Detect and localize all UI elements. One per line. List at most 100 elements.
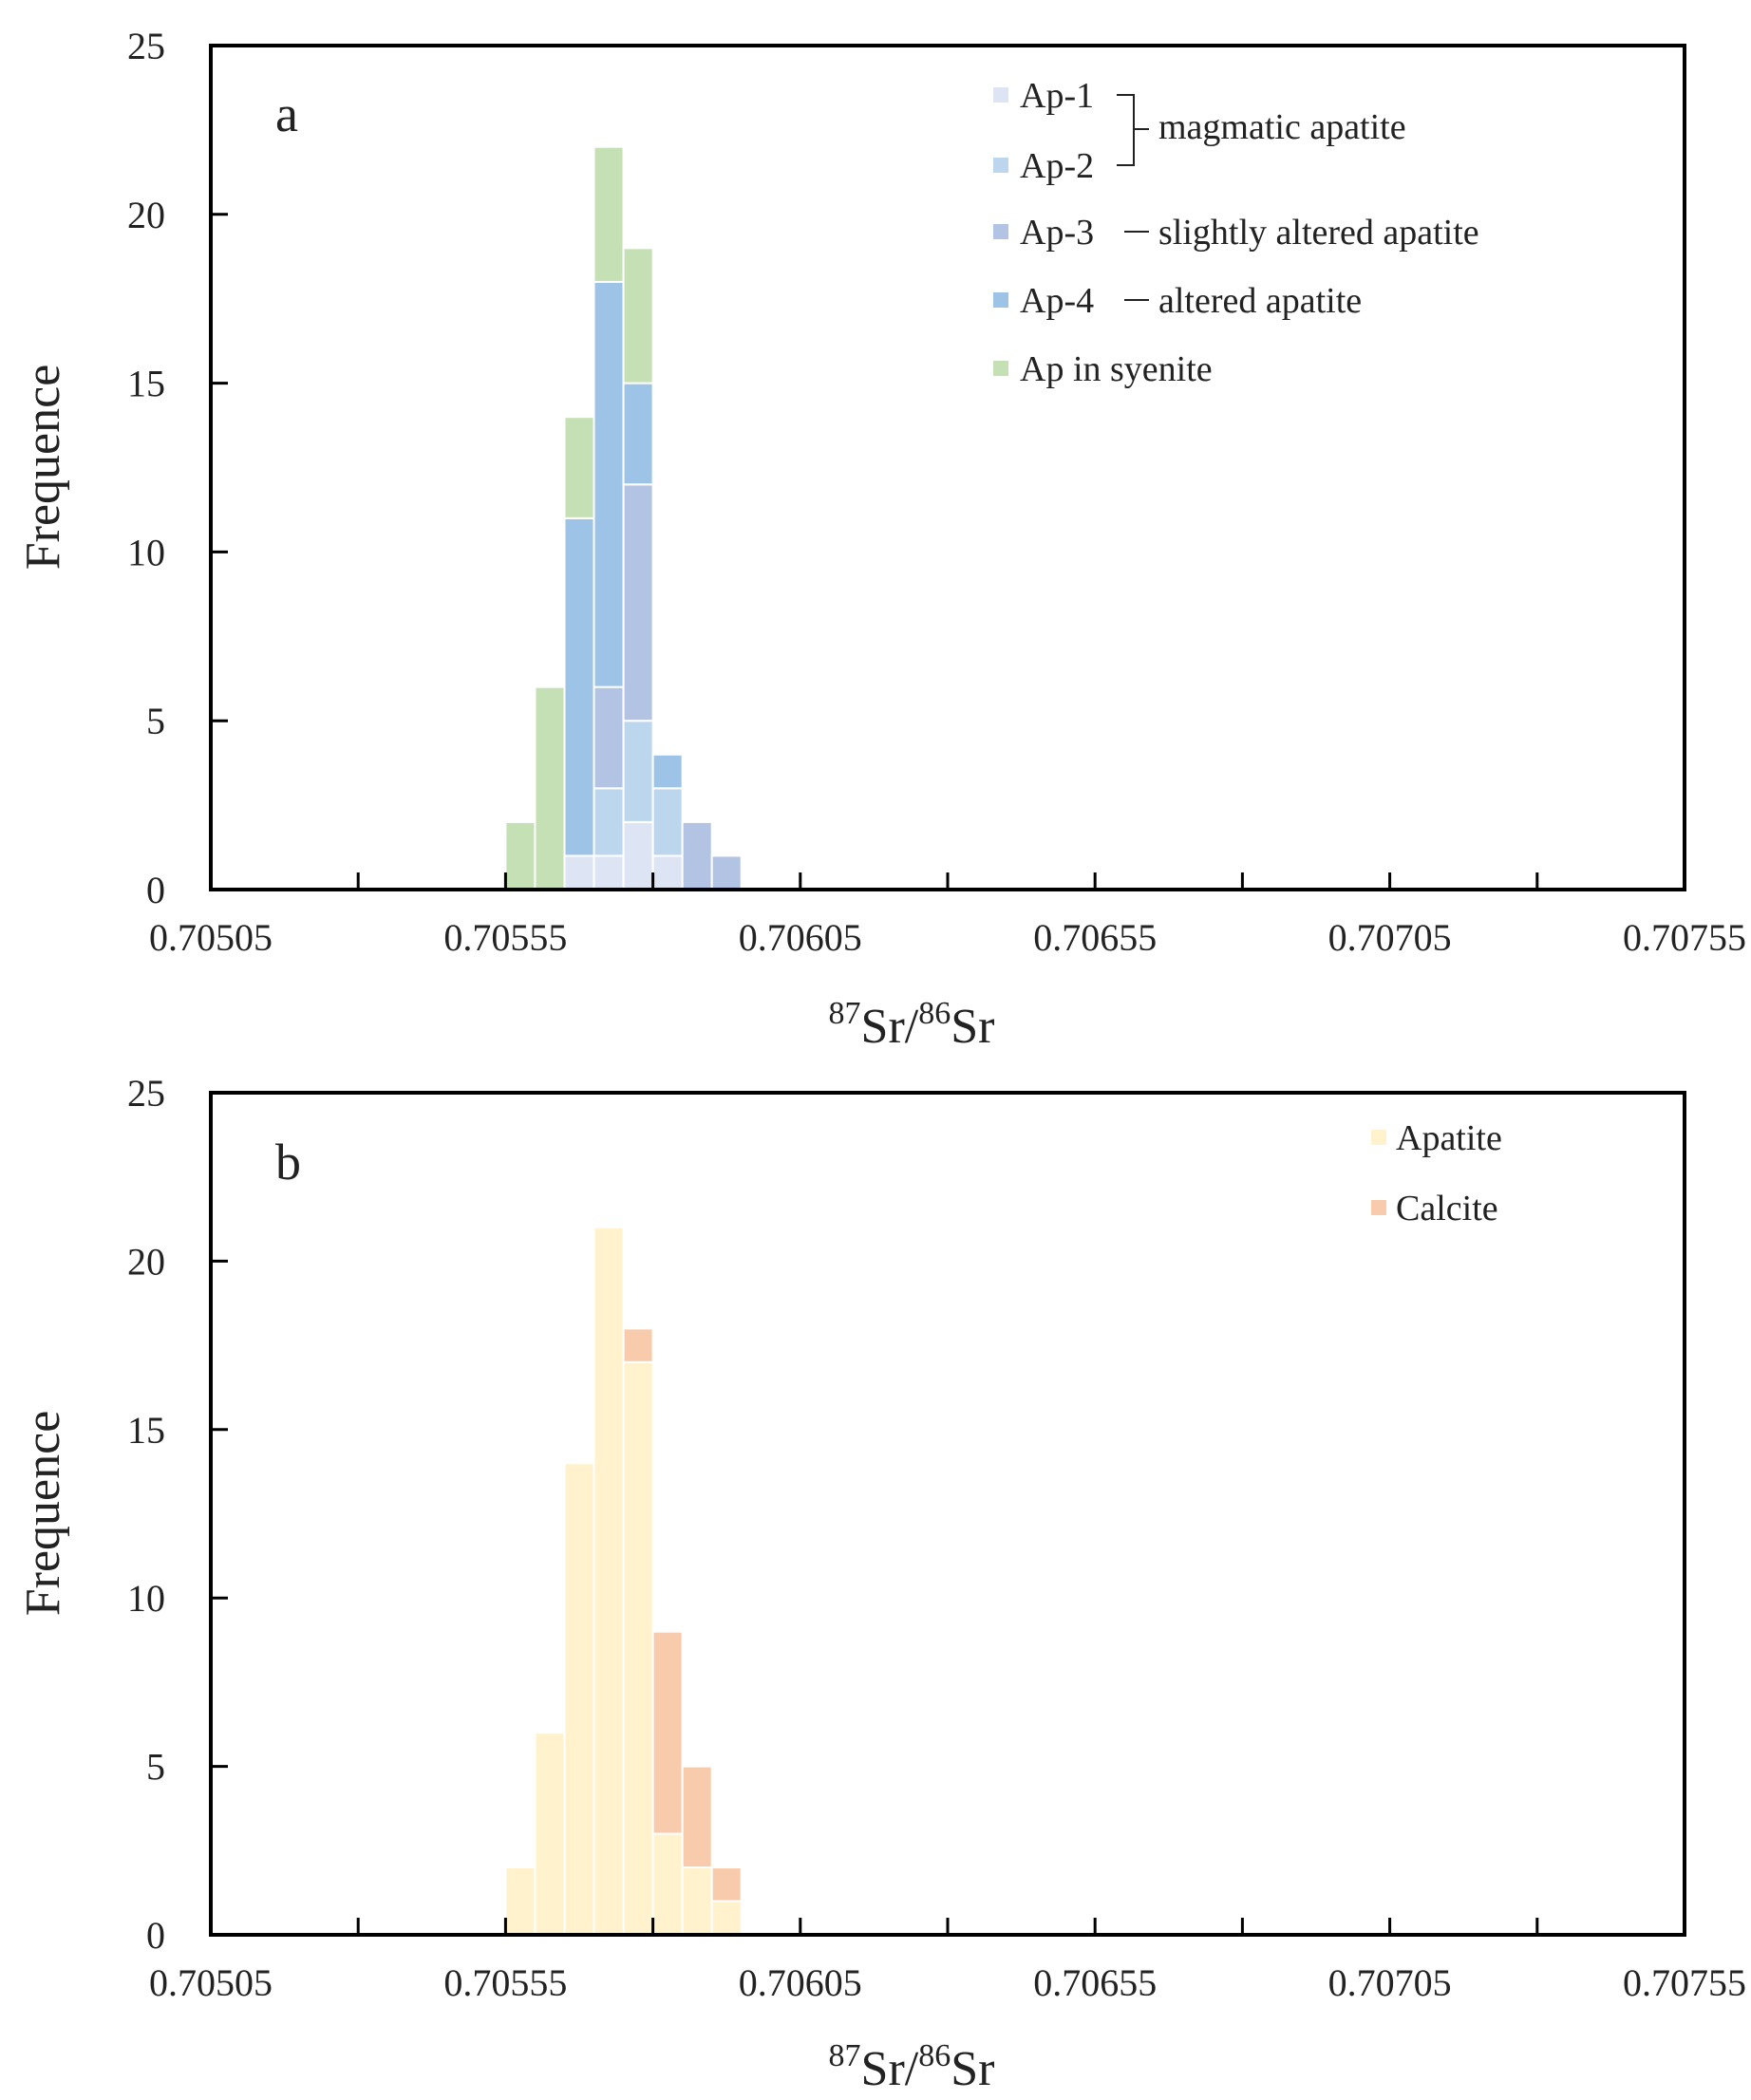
panel-b-legend: Apatite Calcite [1371, 1118, 1502, 1228]
legend-swatch-ap-2 [993, 158, 1008, 173]
bar-ap-2-bin-3 [593, 787, 625, 857]
panel-b-x-ticks: 0.70505 0.70555 0.70605 0.70655 0.70705 0.707… [149, 1918, 1746, 2004]
legend-label-calcite: Calcite [1396, 1189, 1498, 1228]
legend-desc-ap-3: slightly altered apatite [1158, 213, 1479, 253]
x-tick-label: 0.70605 [739, 1961, 862, 2004]
x-tick-label: 0.70755 [1623, 1961, 1746, 2004]
bar-apatite-bin-0 [504, 1866, 537, 1937]
bar-apatite-bin-4 [622, 1360, 654, 1936]
legend-bracket [1117, 94, 1149, 166]
x-tick-label: 0.70705 [1328, 916, 1452, 959]
x-tick-label: 0.70505 [149, 916, 273, 959]
bar-apatite-bin-7 [710, 1900, 743, 1937]
bar-apatite-bin-1 [534, 1732, 566, 1936]
legend-label-ap-1: Ap-1 [1020, 76, 1094, 116]
bar-ap-1-bin-2 [563, 854, 595, 891]
x-tick-label: 0.70605 [739, 916, 862, 959]
x-tick-label: 0.70655 [1033, 1961, 1157, 2004]
legend-label-ap-syenite: Ap in syenite [1020, 349, 1213, 389]
y-tick-label: 10 [127, 1577, 165, 1620]
x-title-sr-slash: Sr/ [861, 1000, 919, 1054]
x-tick-label: 0.70505 [149, 1961, 273, 2004]
bar-ap-2-bin-5 [651, 787, 684, 857]
bar-ap-3-bin-4 [622, 483, 654, 722]
y-tick-label: 15 [127, 1409, 165, 1452]
bar-apatite-bin-3 [593, 1226, 625, 1937]
bar-ap-4-bin-4 [622, 382, 654, 486]
panel-b-label: b [275, 1134, 301, 1191]
legend-swatch-ap-syenite [993, 361, 1008, 376]
bar-ap-2-bin-4 [622, 720, 654, 823]
legend-swatch-ap-1 [993, 87, 1008, 103]
panel-a-plot-frame [209, 44, 1686, 891]
panel-a-legend: Ap-1 Ap-2 magmatic apatite Ap-3 slightly… [993, 76, 1479, 389]
bar-ap-in-syenite-bin-2 [563, 416, 595, 519]
legend-label-ap-4: Ap-4 [1020, 281, 1094, 321]
legend-swatch-apatite [1371, 1130, 1386, 1145]
panel-b: 0.70505 0.70555 0.70605 0.70655 0.70705 0.707… [16, 1072, 1746, 2096]
y-tick-label: 0 [146, 1914, 165, 1957]
panel-a-label: a [275, 85, 298, 142]
legend-desc-ap-4: altered apatite [1158, 281, 1362, 321]
bar-calcite-bin-4 [622, 1327, 654, 1363]
x-title-sup-87: 87 [829, 996, 861, 1031]
bar-ap-4-bin-5 [651, 753, 684, 790]
panel-b-bars [504, 1226, 743, 1937]
panel-a-bars [504, 145, 743, 891]
bar-ap-1-bin-5 [651, 854, 684, 891]
bar-calcite-bin-6 [681, 1765, 713, 1869]
x-tick-label: 0.70555 [443, 916, 567, 959]
legend-label-ap-3: Ap-3 [1020, 213, 1094, 253]
legend-swatch-ap-3 [993, 224, 1008, 239]
x-title-sup-86: 86 [918, 996, 951, 1031]
panel-a-x-axis-title: 87Sr/86Sr [829, 996, 995, 1054]
y-tick-label: 20 [127, 194, 165, 236]
y-tick-label: 10 [127, 531, 165, 573]
bar-ap-1-bin-4 [622, 820, 654, 891]
panel-b-y-ticks: 0 5 10 15 20 25 [127, 1072, 228, 1957]
y-tick-label: 5 [146, 700, 165, 742]
panel-a-y-ticks: 0 5 10 15 20 25 [127, 25, 228, 911]
bar-ap-3-bin-6 [681, 820, 713, 891]
bar-ap-4-bin-2 [563, 516, 595, 857]
x-title-sup-86: 86 [918, 2038, 951, 2073]
legend-swatch-calcite [1371, 1200, 1386, 1215]
bar-ap-3-bin-7 [710, 854, 743, 891]
y-tick-label: 15 [127, 363, 165, 405]
bar-ap-4-bin-3 [593, 280, 625, 688]
bar-ap-1-bin-3 [593, 854, 625, 891]
x-tick-label: 0.70655 [1033, 916, 1157, 959]
legend-swatch-ap-4 [993, 292, 1008, 308]
bar-apatite-bin-2 [563, 1462, 595, 1937]
x-title-sr: Sr [951, 1000, 994, 1054]
y-tick-label: 25 [127, 25, 165, 67]
bar-apatite-bin-6 [681, 1866, 713, 1937]
y-tick-label: 5 [146, 1746, 165, 1789]
x-title-sup-87: 87 [829, 2038, 861, 2073]
bar-ap-in-syenite-bin-0 [504, 820, 537, 891]
x-title-sr-slash: Sr/ [861, 2042, 919, 2096]
bar-ap-in-syenite-bin-4 [622, 247, 654, 384]
bar-calcite-bin-5 [651, 1630, 684, 1835]
x-tick-label: 0.70755 [1623, 916, 1746, 959]
bar-calcite-bin-7 [710, 1866, 743, 1903]
y-tick-label: 0 [146, 869, 165, 911]
panel-b-y-axis-title: Frequence [16, 1411, 70, 1617]
x-tick-label: 0.70555 [443, 1961, 567, 2004]
y-tick-label: 20 [127, 1240, 165, 1283]
legend-label-apatite: Apatite [1396, 1118, 1502, 1158]
panel-a-y-axis-title: Frequence [16, 365, 70, 571]
x-tick-label: 0.70705 [1328, 1961, 1452, 2004]
panel-a-x-ticks: 0.70505 0.70555 0.70605 0.70655 0.70705 0.707… [149, 872, 1746, 959]
panel-a: 0.70505 0.70555 0.70605 0.70655 0.70705 0.707… [16, 25, 1746, 1054]
legend-label-ap-2: Ap-2 [1020, 146, 1094, 186]
panel-b-x-axis-title: 87Sr/86Sr [829, 2038, 995, 2096]
bar-apatite-bin-5 [651, 1832, 684, 1937]
x-title-sr: Sr [951, 2042, 994, 2096]
legend-group-label: magmatic apatite [1158, 107, 1406, 147]
bar-ap-in-syenite-bin-3 [593, 145, 625, 283]
bar-ap-in-syenite-bin-1 [534, 685, 566, 891]
bar-ap-3-bin-3 [593, 685, 625, 790]
y-tick-label: 25 [127, 1072, 165, 1115]
